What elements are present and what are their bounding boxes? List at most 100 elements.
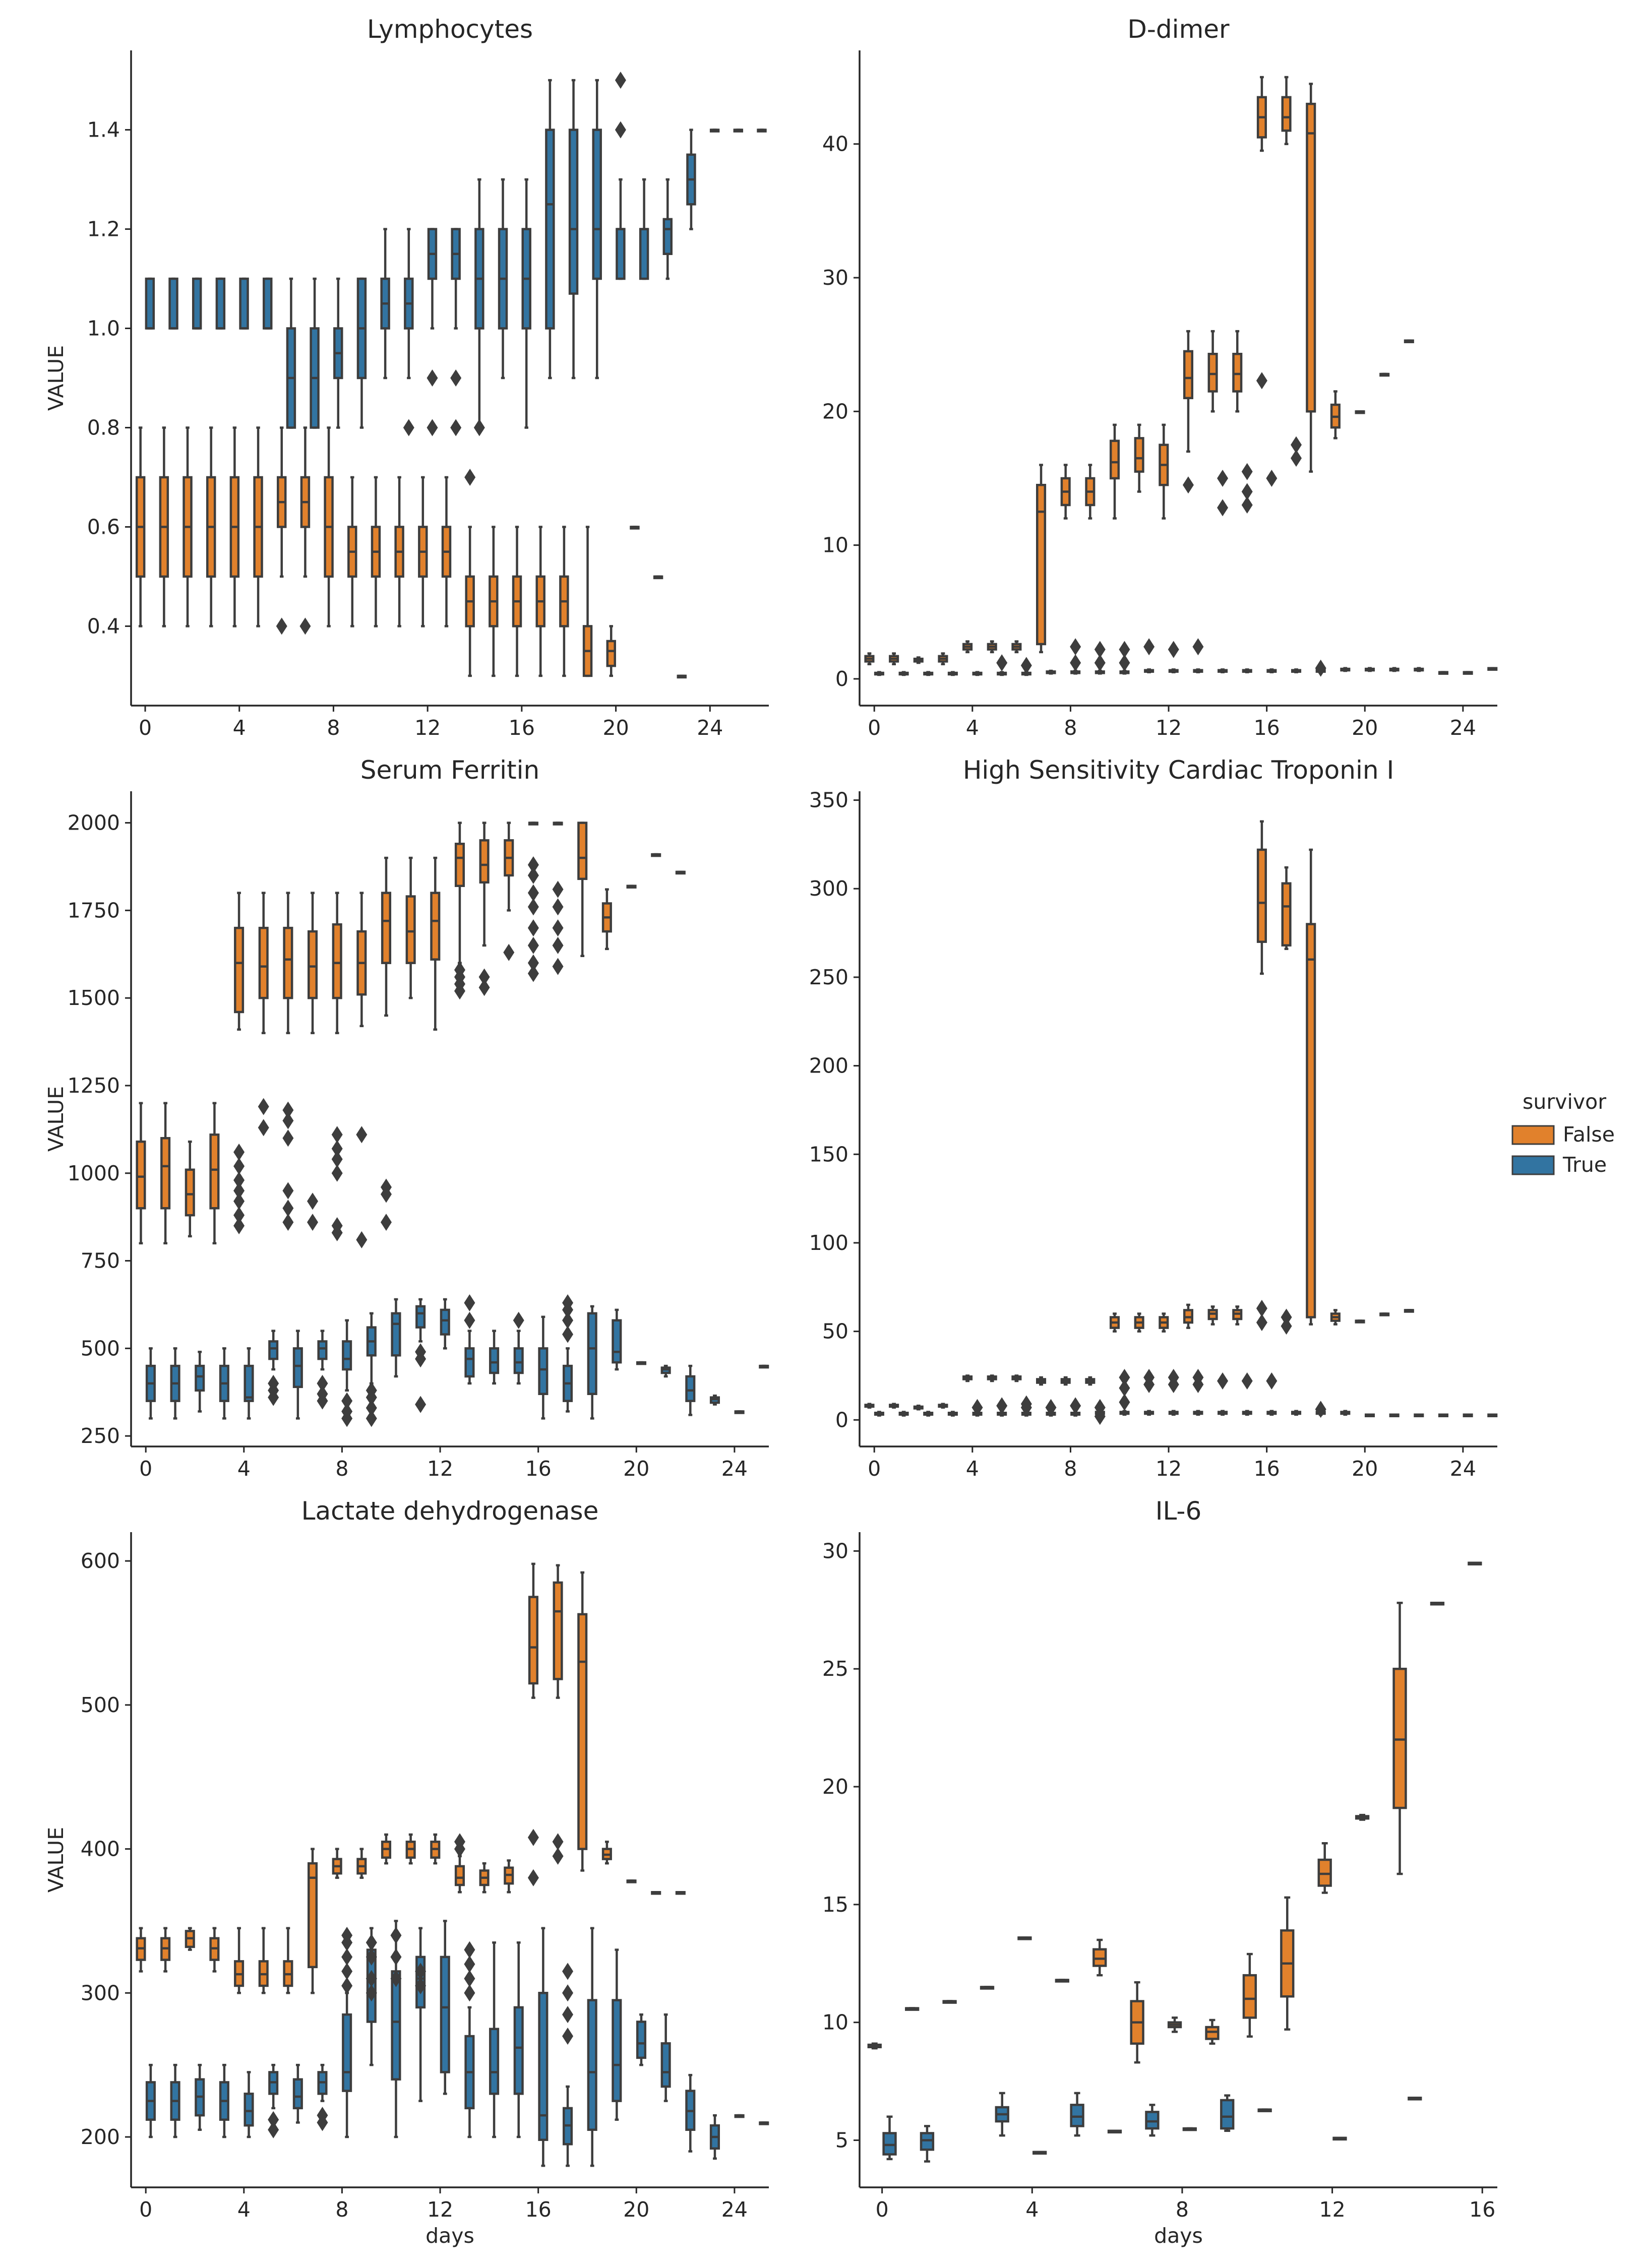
box-body <box>1281 96 1292 132</box>
box-true-day-4 <box>239 277 249 330</box>
box-true-day-22 <box>685 1364 696 1416</box>
outlier-point <box>1020 657 1032 674</box>
box-true-day-2 <box>192 277 202 330</box>
outlier-point <box>1291 436 1302 454</box>
outlier-point <box>527 856 539 873</box>
y-tick-label: 0.6 <box>87 515 120 539</box>
outlier-point <box>1192 1368 1204 1386</box>
outlier-point <box>307 1214 319 1231</box>
box-true-day-0 <box>882 2115 897 2161</box>
series-false <box>136 1562 686 1994</box>
chart-title: D-dimer <box>1127 15 1230 44</box>
box-true-day-5 <box>268 1330 279 1406</box>
box-false-day-0 <box>136 1927 146 1973</box>
chart-panel-1: D-dimer 0 10 20 30 40 0 4 8 12 16 20 24 <box>822 15 1498 740</box>
box-body <box>538 1347 549 1395</box>
outlier-point <box>403 419 414 436</box>
x-tick-label: 8 <box>1176 2197 1189 2222</box>
box-false-day-14 <box>1207 330 1218 413</box>
box-true-day-13 <box>1192 638 1204 673</box>
box-true-day-19 <box>612 1308 622 1371</box>
box-true-day-21 <box>639 178 649 280</box>
box-true-day-23 <box>709 2114 720 2160</box>
box-false-day-16 <box>527 1562 539 1886</box>
box-body <box>882 2132 897 2156</box>
y-tick-label: 0 <box>835 1408 848 1432</box>
x-tick-label: 16 <box>1254 1457 1280 1481</box>
outlier-point <box>331 1217 343 1235</box>
box-false-day-0 <box>135 426 146 627</box>
box-false-day-2 <box>185 1140 195 1238</box>
box-true-day-21 <box>660 1364 671 1378</box>
x-tick-label: 0 <box>868 716 881 740</box>
box-false-day-3 <box>206 426 216 627</box>
box-false-day-0 <box>864 652 875 666</box>
box-true-day-6 <box>292 1330 303 1420</box>
outlier-point <box>1217 1372 1229 1390</box>
legend-label-false: False <box>1563 1122 1615 1147</box>
box-false-day-0 <box>867 2042 882 2050</box>
box-false-day-12 <box>1317 1842 1332 1894</box>
outlier-point <box>1217 499 1229 517</box>
box-body <box>391 1312 401 1357</box>
x-tick-label: 16 <box>509 716 535 740</box>
box-false-day-9 <box>1085 464 1096 520</box>
chart-title: High Sensitivity Cardiac Troponin I <box>963 755 1394 785</box>
box-true-day-7 <box>1046 669 1056 675</box>
y-axis-label: VALUE <box>44 345 68 411</box>
box-body <box>545 129 555 330</box>
box-true-day-26 <box>757 129 767 133</box>
x-tick-label: 8 <box>1064 716 1077 740</box>
box-body <box>662 218 673 256</box>
box-false-day-4 <box>962 640 973 654</box>
box-body <box>1092 1948 1107 1967</box>
y-tick-label: 200 <box>81 2125 120 2149</box>
outlier-point <box>233 1157 245 1175</box>
box-body <box>268 1340 279 1360</box>
box-true-day-20 <box>636 1361 647 1365</box>
outlier-point <box>1315 659 1326 677</box>
box-false-day-11 <box>1134 423 1144 493</box>
box-body <box>1256 848 1267 943</box>
outlier-point <box>615 121 626 139</box>
box-true-day-7 <box>317 1330 328 1410</box>
outlier-point <box>503 943 515 961</box>
outlier-point <box>1094 641 1106 658</box>
outlier-point <box>366 1410 377 1427</box>
box-false-day-21 <box>1379 1312 1390 1316</box>
y-tick-label: 20 <box>822 1775 848 1799</box>
outlier-point <box>299 617 311 635</box>
box-true-day-6 <box>1020 1395 1032 1417</box>
outlier-point <box>552 919 564 937</box>
x-tick-label: 4 <box>237 2197 251 2222</box>
box-body <box>1134 437 1144 473</box>
outlier-point <box>268 2121 279 2138</box>
box-false-day-3 <box>938 1403 948 1409</box>
box-false-day-16 <box>1468 1561 1482 1566</box>
box-body <box>215 277 226 330</box>
box-false-day-2 <box>183 426 193 627</box>
outlier-point <box>1241 463 1253 480</box>
outlier-point <box>1119 1394 1130 1411</box>
outlier-point <box>454 961 465 979</box>
x-tick-label: 24 <box>1450 716 1476 740</box>
box-body <box>592 129 602 280</box>
box-true-day-16 <box>521 178 531 429</box>
box-true-day-13 <box>1192 1368 1204 1416</box>
outlier-point <box>1266 1372 1278 1390</box>
x-tick-label: 16 <box>525 1457 552 1481</box>
box-true-day-5 <box>996 1397 1008 1417</box>
box-false-day-9 <box>347 476 357 627</box>
box-true-day-6 <box>286 277 296 429</box>
box-true-day-8 <box>1182 2127 1197 2131</box>
outlier-point <box>1182 476 1194 494</box>
box-body <box>317 1340 328 1360</box>
y-tick-label: 20 <box>822 399 848 423</box>
box-false-day-3 <box>938 652 948 666</box>
outlier-point <box>282 1182 294 1200</box>
box-false-day-14 <box>479 1862 490 1894</box>
outlier-point <box>464 1970 475 1987</box>
outlier-point <box>1119 654 1130 672</box>
box-true-day-9 <box>1094 1399 1106 1425</box>
